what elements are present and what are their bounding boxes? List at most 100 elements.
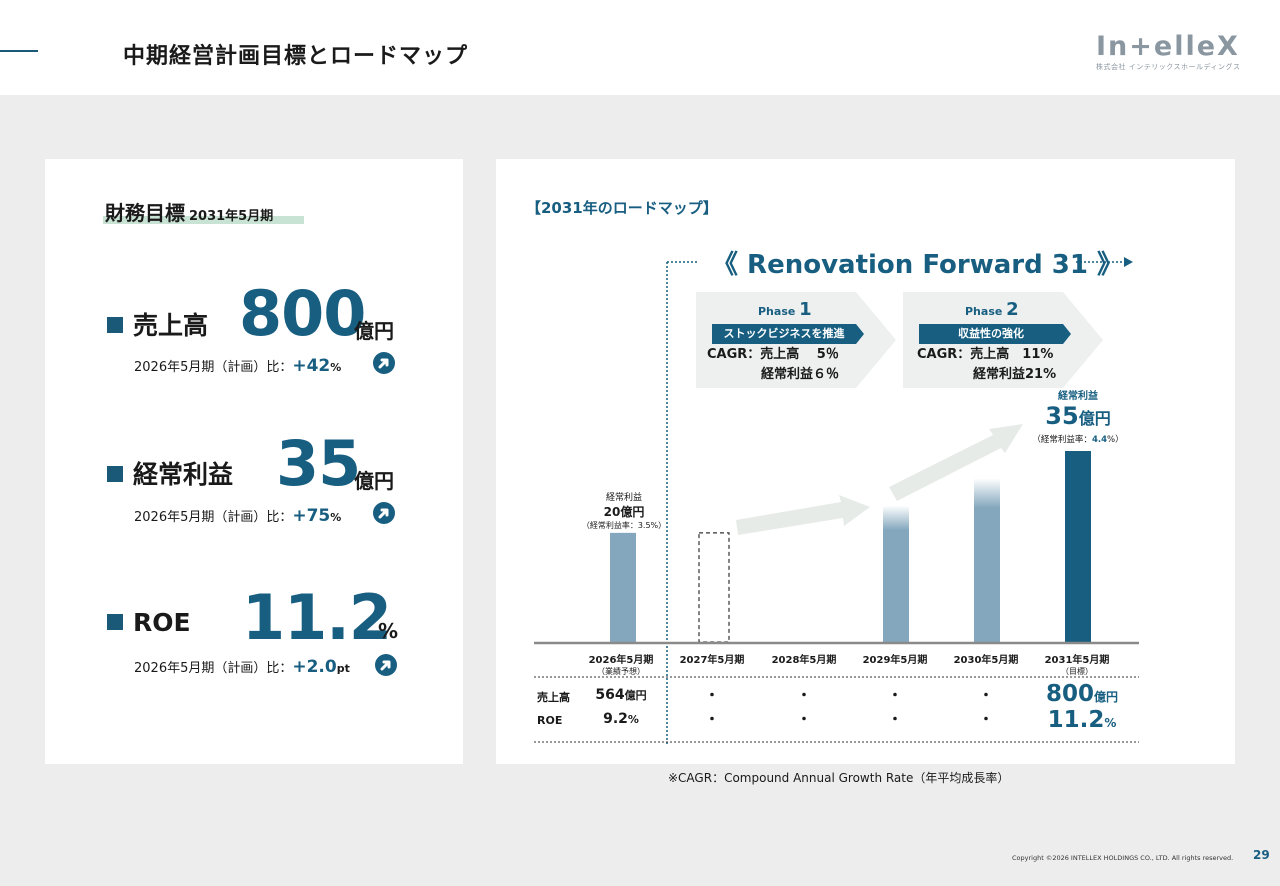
- bullet-square-icon: [107, 614, 123, 630]
- phase1-label: Phase 1: [758, 299, 812, 320]
- profit-bar-chart: [534, 451, 1139, 743]
- cell-unit: 億円: [1094, 690, 1119, 704]
- year-label-2029: 2029年5月期: [850, 651, 940, 666]
- cell-sales-2031: 800億円: [1032, 681, 1132, 707]
- phase-number: 2: [1006, 299, 1019, 320]
- bar-2029年5月期: [883, 505, 909, 642]
- initiative-name: 《 Renovation Forward 31 》: [712, 250, 1124, 280]
- bar2031-margin-suffix: %）: [1107, 435, 1124, 445]
- bar-2026年5月期: [610, 532, 636, 642]
- cell-unit: 億円: [624, 689, 647, 702]
- title-underline: [103, 216, 304, 224]
- cell-roe-2027: ・: [705, 712, 719, 728]
- phase2-cagr-sales: CAGR：売上高 11%: [917, 347, 1054, 362]
- metric-profit-unit: 億円: [354, 469, 394, 493]
- year-label-2028: 2028年5月期: [759, 651, 849, 666]
- header: 中期経営計画目標とロードマップ In+elleX 株式会社 インテリックスホール…: [0, 0, 1280, 95]
- compare-change: +2.0: [292, 657, 337, 677]
- phase2-cagr-profit: 経常利益21%: [973, 367, 1057, 382]
- bar2031-margin-prefix: （経常利益率：: [1032, 435, 1092, 445]
- bar2026-margin: （経常利益率：3.5%）: [581, 521, 667, 530]
- phase2-tag: 収益性の強化: [958, 327, 1024, 340]
- cell-sales-2029: ・: [888, 688, 902, 704]
- metric-sales-value: 800: [239, 277, 366, 350]
- financial-title-text: 財務目標: [105, 201, 185, 225]
- metric-sales-compare: 2026年5月期（計画）比：+42%: [134, 356, 341, 376]
- cell-unit: %: [1104, 716, 1117, 730]
- year-sub: （業績予想）: [597, 667, 645, 676]
- bar-2031年5月期: [1065, 451, 1091, 642]
- cell-value: 800: [1045, 681, 1094, 707]
- cell-sales-2028: ・: [797, 688, 811, 704]
- year-text: 2028年5月期: [771, 655, 837, 666]
- phase1-tag: ストックビジネスを推進: [723, 327, 845, 340]
- metric-roe-compare: 2026年5月期（計画）比：+2.0pt: [134, 657, 350, 677]
- roadmap-title: 【2031年のロードマップ】: [526, 199, 718, 217]
- cagr-footnote: ※CAGR：Compound Annual Growth Rate（年平均成長率…: [668, 771, 1010, 785]
- metric-profit-compare: 2026年5月期（計画）比：+75%: [134, 506, 341, 526]
- metric-label-text: 経常利益: [133, 460, 234, 489]
- cell-value: 9.2: [603, 711, 628, 727]
- bar2031-title: 経常利益: [1058, 391, 1098, 402]
- metric-roe-label: ROE: [107, 608, 191, 637]
- phase1-cagr-profit: 経常利益６％: [761, 367, 840, 382]
- phase-label-text: Phase: [758, 305, 796, 318]
- growth-arrow-2: [889, 424, 1023, 501]
- cell-roe-2031: 11.2%: [1032, 707, 1132, 733]
- roadmap-card: 【2031年のロードマップ】 《 Renovation Forward 31 》…: [496, 159, 1235, 764]
- cell-roe-2026: 9.2%: [576, 711, 666, 727]
- metric-profit-label: 経常利益: [107, 455, 233, 491]
- year-text: 2029年5月期: [862, 655, 928, 666]
- header-accent-line: [0, 50, 38, 52]
- cell-roe-2029: ・: [888, 712, 902, 728]
- compare-text: 2026年5月期（計画）比：: [134, 661, 293, 676]
- year-label-2031: 2031年5月期 （目標）: [1032, 651, 1122, 677]
- compare-text: 2026年5月期（計画）比：: [134, 510, 293, 525]
- growth-arrow-1: [736, 495, 870, 535]
- year-label-2026: 2026年5月期 （業績予想）: [576, 651, 666, 677]
- year-text: 2027年5月期: [679, 655, 745, 666]
- cell-unit: %: [627, 713, 639, 726]
- metric-roe-unit: %: [378, 619, 399, 643]
- compare-unit: pt: [336, 662, 350, 675]
- financial-period: 2031年5月期: [189, 209, 274, 224]
- year-label-2030: 2030年5月期: [941, 651, 1031, 666]
- compare-text: 2026年5月期（計画）比：: [134, 360, 293, 375]
- bar2031-value: 35: [1045, 402, 1079, 430]
- financial-targets-card: 財務目標 2031年5月期 売上高 800 億円 2026年5月期（計画）比：+4…: [45, 159, 463, 764]
- bullet-square-icon: [107, 466, 123, 482]
- bar2031-margin-value: 4.4: [1091, 435, 1107, 445]
- cell-value: 564: [595, 687, 625, 703]
- year-text: 2031年5月期: [1044, 655, 1110, 666]
- bar2026-annotation: 経常利益 20億円 （経常利益率：3.5%）: [579, 490, 669, 531]
- metric-roe-value: 11.2: [242, 581, 392, 654]
- up-arrow-icon: [373, 352, 395, 374]
- up-arrow-icon: [375, 654, 397, 676]
- metric-profit-value: 35: [276, 427, 361, 500]
- phase1-cagr-sales: CAGR：売上高 5％: [707, 347, 839, 362]
- cell-roe-2030: ・: [979, 712, 993, 728]
- logo-wordmark: In+elleX: [1096, 31, 1240, 62]
- right-arrowhead: [1124, 257, 1133, 267]
- phase2-label: Phase 2: [965, 299, 1019, 320]
- bar2026-title: 経常利益: [605, 493, 642, 503]
- metric-sales-label: 売上高: [107, 306, 208, 342]
- bar2031-unit: 億円: [1078, 409, 1111, 428]
- row-label-roe: ROE: [537, 714, 563, 727]
- bar-2030年5月期: [974, 478, 1000, 642]
- compare-unit: %: [330, 511, 342, 524]
- year-text: 2026年5月期: [588, 655, 654, 666]
- bar2031-annotation: 経常利益 35億円 （経常利益率：4.4%）: [1023, 387, 1133, 445]
- company-logo: In+elleX 株式会社 インテリックスホールディングス: [1096, 32, 1246, 72]
- compare-unit: %: [330, 361, 342, 374]
- financial-title: 財務目標 2031年5月期: [105, 197, 273, 226]
- compare-change: +75: [292, 506, 331, 526]
- bar2026-value: 20億円: [603, 505, 645, 519]
- cell-sales-2027: ・: [705, 688, 719, 704]
- metric-label-text: ROE: [133, 608, 191, 637]
- phase1-tag-shape: [712, 324, 864, 344]
- phase2-tag-shape: [919, 324, 1071, 344]
- phase-number: 1: [799, 299, 812, 320]
- cell-sales-2030: ・: [979, 688, 993, 704]
- logo-subtitle: 株式会社 インテリックスホールディングス: [1096, 63, 1241, 71]
